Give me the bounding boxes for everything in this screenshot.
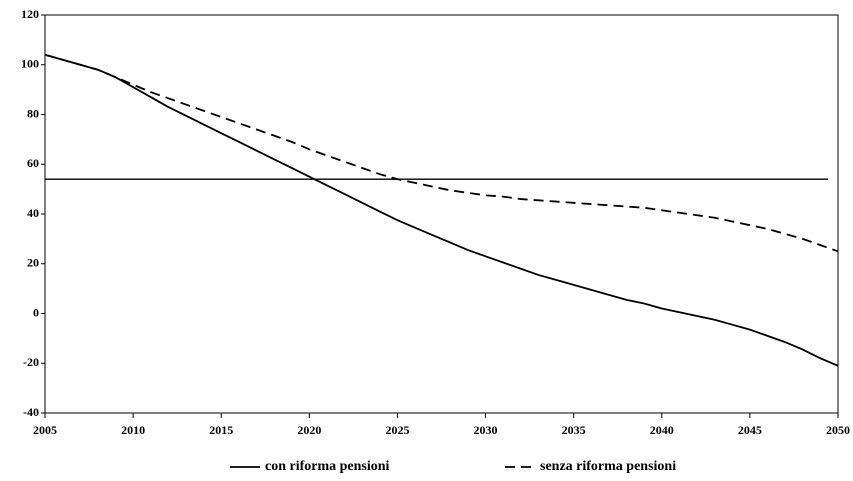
x-tick-label: 2045 bbox=[738, 423, 762, 437]
y-tick-label: 20 bbox=[27, 256, 39, 270]
x-tick-label: 2025 bbox=[385, 423, 409, 437]
x-tick-label: 2040 bbox=[650, 423, 674, 437]
x-tick-label: 2030 bbox=[474, 423, 498, 437]
y-tick-label: 120 bbox=[21, 7, 39, 21]
series-line bbox=[44, 53, 839, 253]
x-tick-label: 2015 bbox=[209, 423, 233, 437]
x-tick-label: 2010 bbox=[121, 423, 145, 437]
y-tick-label: 80 bbox=[27, 106, 39, 120]
y-tick-label: 0 bbox=[33, 305, 39, 319]
legend-label: con riforma pensioni bbox=[265, 459, 390, 474]
y-tick-label: 40 bbox=[27, 206, 39, 220]
x-tick-label: 2005 bbox=[33, 423, 57, 437]
x-tick-label: 2050 bbox=[826, 423, 850, 437]
y-tick-label: 60 bbox=[27, 156, 39, 170]
legend: con riforma pensioni senza riforma pensio… bbox=[230, 459, 676, 474]
series-line bbox=[44, 53, 839, 367]
x-tick-label: 2035 bbox=[562, 423, 586, 437]
x-tick-label: 2020 bbox=[297, 423, 321, 437]
y-tick-label: -20 bbox=[23, 355, 39, 369]
legend-label: senza riforma pensioni bbox=[540, 459, 676, 474]
y-tick-label: 100 bbox=[21, 57, 39, 71]
y-tick-label: -40 bbox=[23, 405, 39, 419]
plot-frame bbox=[44, 14, 839, 414]
